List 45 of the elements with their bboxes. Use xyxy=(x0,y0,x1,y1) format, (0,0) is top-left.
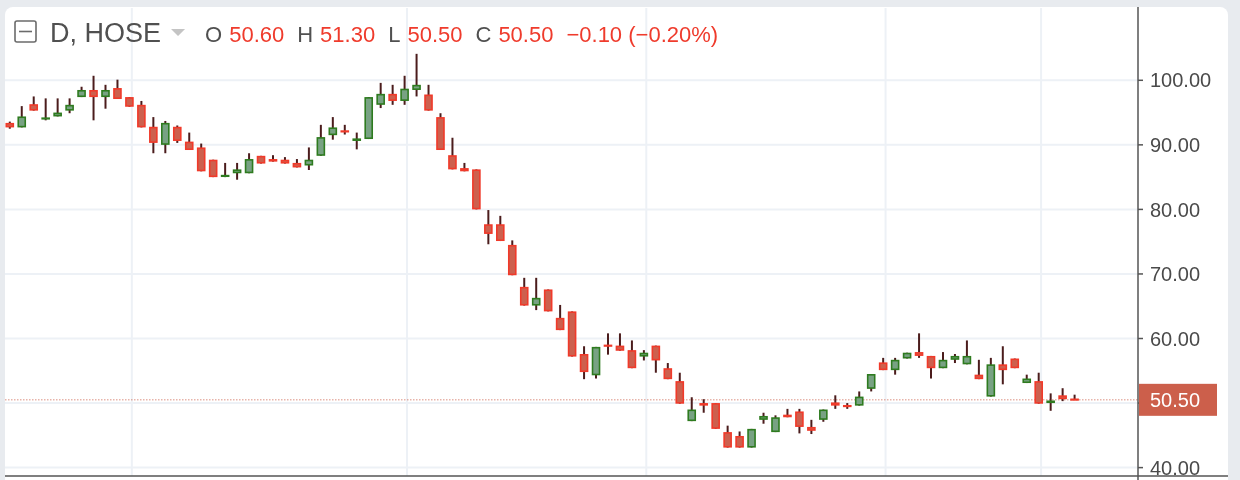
candlestick xyxy=(914,332,924,359)
annotation: 50.50 xyxy=(498,22,554,47)
candlestick xyxy=(412,52,421,98)
annotation: 50.60 xyxy=(229,22,285,47)
candlestick xyxy=(400,74,409,106)
candlestick xyxy=(795,407,804,435)
annotation: −0.10 (−0.20%) xyxy=(566,22,719,47)
annotation: 51.30 xyxy=(320,22,376,47)
candlestick xyxy=(723,424,732,449)
candlestick xyxy=(579,345,589,381)
candlestick xyxy=(519,276,529,307)
candlestick xyxy=(651,344,661,374)
candlestick xyxy=(316,123,326,157)
y-tick-label: 80.00 xyxy=(1150,198,1201,221)
annotation: H xyxy=(297,22,314,47)
y-tick-label: 100.00 xyxy=(1150,69,1212,92)
candlestick xyxy=(149,116,158,155)
candlestick xyxy=(448,136,457,171)
candlestick xyxy=(328,116,338,141)
candlestick xyxy=(555,303,565,332)
candlestick xyxy=(388,83,397,106)
candlestick xyxy=(304,146,314,172)
y-tick-label: 70.00 xyxy=(1150,263,1201,286)
ref-line-label: 50.50 xyxy=(1150,389,1201,412)
candlestick xyxy=(531,276,541,312)
candlestick xyxy=(101,83,110,110)
candlestick xyxy=(161,119,170,155)
candlestick xyxy=(603,332,613,356)
candlestick xyxy=(424,83,433,112)
y-tick-label: 60.00 xyxy=(1150,327,1201,350)
candlestick xyxy=(998,345,1008,386)
y-tick-label: 90.00 xyxy=(1150,134,1201,157)
candlestick xyxy=(89,74,98,122)
annotation: O xyxy=(205,22,223,47)
candlestick xyxy=(196,142,206,173)
y-tick-label: 40.00 xyxy=(1150,456,1201,479)
chart-title: D, HOSE xyxy=(50,18,162,48)
candlestick xyxy=(627,339,637,370)
annotation: L xyxy=(388,22,401,47)
candlestick xyxy=(484,209,493,246)
candlestick xyxy=(376,81,385,110)
annotation: 50.50 xyxy=(407,22,463,47)
candlestick xyxy=(137,99,146,129)
annotation: C xyxy=(475,22,492,47)
candlestick xyxy=(496,214,505,243)
